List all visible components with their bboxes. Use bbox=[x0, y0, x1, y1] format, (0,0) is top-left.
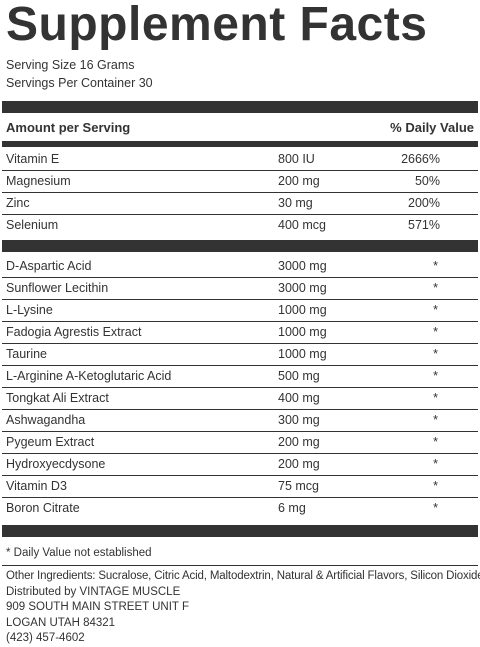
table-row: D-Aspartic Acid 3000 mg * bbox=[2, 256, 478, 278]
nutrient-amount: 400 mcg bbox=[278, 218, 326, 232]
nutrient-dv: 571% bbox=[408, 218, 440, 232]
address-line-2: LOGAN UTAH 84321 bbox=[6, 616, 116, 629]
table-row: Fadogia Agrestis Extract 1000 mg * bbox=[2, 322, 478, 344]
ingredient-dv: * bbox=[433, 369, 438, 383]
ingredient-dv: * bbox=[433, 413, 438, 427]
ingredient-amount: 1000 mg bbox=[278, 303, 327, 317]
ingredient-dv: * bbox=[433, 281, 438, 295]
ingredient-dv: * bbox=[433, 325, 438, 339]
table-row: Vitamin E 800 IU 2666% bbox=[2, 149, 478, 171]
ingredient-dv: * bbox=[433, 501, 438, 515]
ingredient-name: Fadogia Agrestis Extract bbox=[6, 325, 142, 339]
ingredient-name: L-Arginine A-Ketoglutaric Acid bbox=[6, 369, 172, 383]
nutrient-name: Vitamin E bbox=[6, 152, 60, 166]
table-header: Amount per Serving % Daily Value bbox=[2, 113, 478, 147]
ingredient-dv: * bbox=[433, 479, 438, 493]
ingredient-dv: * bbox=[433, 259, 438, 273]
ingredient-amount: 200 mg bbox=[278, 435, 320, 449]
ingredient-amount: 3000 mg bbox=[278, 281, 327, 295]
ingredient-amount: 6 mg bbox=[278, 501, 306, 515]
table-row: Magnesium 200 mg 50% bbox=[2, 171, 478, 193]
ingredient-amount: 500 mg bbox=[278, 369, 320, 383]
ingredient-dv: * bbox=[433, 457, 438, 471]
nutrient-name: Zinc bbox=[6, 196, 30, 210]
ingredient-dv: * bbox=[433, 347, 438, 361]
ingredient-name: Vitamin D3 bbox=[6, 479, 67, 493]
daily-value-note: * Daily Value not established bbox=[2, 543, 478, 566]
ingredient-dv: * bbox=[433, 303, 438, 317]
table-row: Zinc 30 mg 200% bbox=[2, 193, 478, 215]
servings-per-container: Servings Per Container 30 bbox=[6, 76, 153, 90]
ingredient-amount: 1000 mg bbox=[278, 325, 327, 339]
table-row: Tongkat Ali Extract 400 mg * bbox=[2, 388, 478, 410]
address-line-1: 909 SOUTH MAIN STREET UNIT F bbox=[6, 601, 189, 614]
ingredient-amount: 400 mg bbox=[278, 391, 320, 405]
ingredient-amount: 300 mg bbox=[278, 413, 320, 427]
divider-bar-top bbox=[2, 101, 478, 113]
panel-title: Supplement Facts bbox=[6, 0, 428, 51]
ingredient-name: L-Lysine bbox=[6, 303, 53, 317]
ingredient-amount: 200 mg bbox=[278, 457, 320, 471]
distributor: Distributed by VINTAGE MUSCLE bbox=[6, 585, 181, 598]
nutrient-dv: 200% bbox=[408, 196, 440, 210]
label-footer: Other Ingredients: Sucralose, Citric Aci… bbox=[2, 566, 480, 647]
nutrient-amount: 30 mg bbox=[278, 196, 313, 210]
nutrient-dv: 2666% bbox=[401, 152, 440, 166]
ingredient-name: Pygeum Extract bbox=[6, 435, 95, 449]
ingredient-amount: 75 mcg bbox=[278, 479, 319, 493]
table-row: Hydroxyecdysone 200 mg * bbox=[2, 454, 478, 476]
serving-size: Serving Size 16 Grams bbox=[6, 58, 135, 72]
ingredient-name: Hydroxyecdysone bbox=[6, 457, 106, 471]
nutrient-name: Magnesium bbox=[6, 174, 71, 188]
ingredient-name: Tongkat Ali Extract bbox=[6, 391, 109, 405]
ingredient-name: Sunflower Lecithin bbox=[6, 281, 109, 295]
vitamin-list: Vitamin E 800 IU 2666% Magnesium 200 mg … bbox=[2, 147, 478, 236]
nutrient-amount: 800 IU bbox=[278, 152, 315, 166]
table-row: Sunflower Lecithin 3000 mg * bbox=[2, 278, 478, 300]
phone-number: (423) 457-4602 bbox=[6, 632, 85, 645]
table-row: L-Arginine A-Ketoglutaric Acid 500 mg * bbox=[2, 366, 478, 388]
amount-per-serving-header: Amount per Serving bbox=[6, 119, 131, 135]
table-row: Taurine 1000 mg * bbox=[2, 344, 478, 366]
ingredient-name: Taurine bbox=[6, 347, 47, 361]
table-row: Vitamin D3 75 mcg * bbox=[2, 476, 478, 498]
ingredient-amount: 1000 mg bbox=[278, 347, 327, 361]
ingredient-dv: * bbox=[433, 391, 438, 405]
table-row: Pygeum Extract 200 mg * bbox=[2, 432, 478, 454]
nutrient-amount: 200 mg bbox=[278, 174, 320, 188]
ingredient-dv: * bbox=[433, 435, 438, 449]
divider-bar-middle bbox=[2, 240, 478, 252]
nutrient-dv: 50% bbox=[414, 174, 440, 188]
ingredient-name: Boron Citrate bbox=[6, 501, 80, 515]
nutrient-name: Selenium bbox=[6, 218, 59, 232]
other-ingredients: Other Ingredients: Sucralose, Citric Aci… bbox=[6, 570, 480, 582]
ingredient-name: Ashwagandha bbox=[6, 413, 86, 427]
table-row: Selenium 400 mcg 571% bbox=[2, 215, 478, 236]
table-row: Ashwagandha 300 mg * bbox=[2, 410, 478, 432]
ingredient-list: D-Aspartic Acid 3000 mg * Sunflower Leci… bbox=[2, 252, 478, 519]
ingredient-amount: 3000 mg bbox=[278, 259, 327, 273]
daily-value-header: % Daily Value bbox=[390, 119, 474, 135]
divider-bar-bottom bbox=[2, 525, 478, 537]
table-row: L-Lysine 1000 mg * bbox=[2, 300, 478, 322]
ingredient-name: D-Aspartic Acid bbox=[6, 259, 92, 273]
table-row: Boron Citrate 6 mg * bbox=[2, 498, 478, 519]
